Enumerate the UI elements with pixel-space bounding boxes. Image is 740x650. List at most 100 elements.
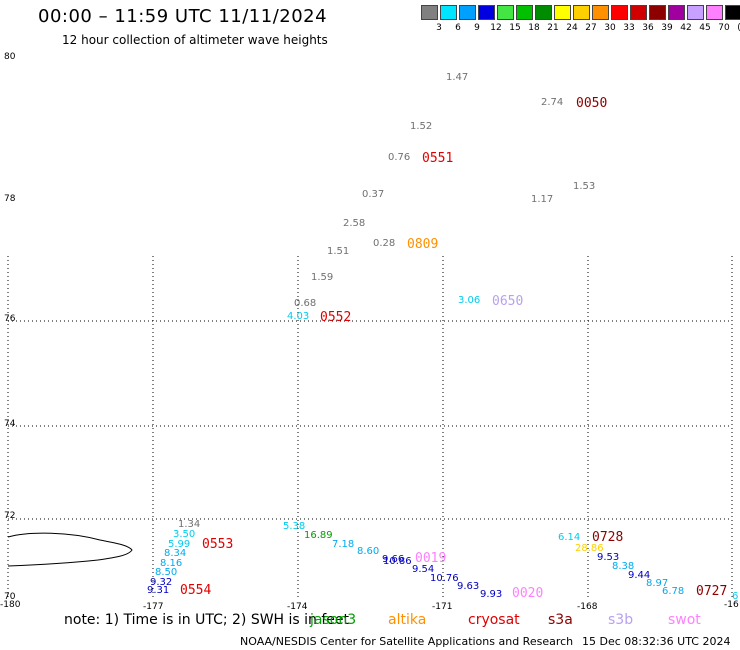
wave-height-value: 9.32 (150, 577, 173, 588)
longitude-label: -177 (143, 602, 164, 612)
pass-time-label: 0050 (576, 96, 608, 111)
legend-swatch (592, 5, 609, 20)
longitude-label: -174 (287, 602, 308, 612)
satellite-name: s3b (608, 612, 634, 628)
generation-timestamp: 15 Dec 08:32:36 UTC 2024 (582, 635, 731, 648)
wave-height-value: 16.89 (304, 530, 333, 541)
wave-height-value: 8.16 (160, 558, 183, 569)
legend-swatch (725, 5, 740, 20)
latitude-label: 78 (4, 194, 16, 204)
legend-label: 33 (623, 23, 635, 33)
wave-height-value: 6.78 (662, 586, 685, 597)
wave-height-value: 3.50 (173, 529, 196, 540)
legend-swatch (421, 5, 438, 20)
wave-height-value: 9.93 (480, 589, 503, 600)
legend-swatch (535, 5, 552, 20)
satellite-name: swot (668, 612, 701, 628)
latitude-label: 80 (4, 52, 16, 62)
pass-time-label: 0019 (415, 551, 447, 566)
wave-height-value: 1.52 (410, 121, 433, 132)
wave-height-value: 28.86 (575, 543, 604, 554)
wave-height-value: 6.14 (558, 532, 581, 543)
legend-swatch (459, 5, 476, 20)
legend-swatch (497, 5, 514, 20)
legend-unit: (ft) (732, 23, 740, 33)
wave-height-value: 2.74 (541, 97, 564, 108)
legend-label: 42 (680, 23, 692, 33)
legend-label: 27 (585, 23, 597, 33)
satellite-name: s3a (548, 612, 573, 628)
legend-swatch (516, 5, 533, 20)
legend-swatch (478, 5, 495, 20)
legend-label: 45 (699, 23, 711, 33)
wave-height-value: 9.54 (412, 564, 435, 575)
legend-label: 30 (604, 23, 616, 33)
legend-swatch (649, 5, 666, 20)
footer-note: note: 1) Time is in UTC; 2) SWH is in fe… (64, 612, 350, 628)
wave-height-value: 1.17 (531, 194, 554, 205)
map-gridlines (7, 256, 733, 598)
wave-height-value: 7.18 (332, 539, 355, 550)
wave-height-value: 0.28 (373, 238, 396, 249)
wave-height-value: 5.99 (168, 539, 191, 550)
wave-height-value: 8.60 (357, 546, 380, 557)
wave-height-value: 0.76 (388, 152, 411, 163)
wrangel-island-coastline (7, 532, 133, 567)
legend-swatch (668, 5, 685, 20)
latitude-label: 74 (4, 419, 16, 429)
wave-height-value: 8.34 (164, 548, 187, 559)
wave-height-value: 6 (732, 591, 739, 602)
legend-swatch (630, 5, 647, 20)
pass-time-label: 0554 (180, 583, 212, 598)
pass-time-label: 0020 (512, 586, 544, 601)
pass-time-label: 0552 (320, 310, 352, 325)
wave-height-value: 9.44 (628, 570, 651, 581)
wave-height-value: 1.47 (446, 72, 469, 83)
wave-height-value: 1.53 (573, 181, 596, 192)
legend-label: 21 (547, 23, 559, 33)
satellite-name: cryosat (468, 612, 520, 628)
wave-height-value: 1.34 (178, 519, 201, 530)
wave-height-value: 10.76 (430, 573, 459, 584)
longitude-label: -168 (577, 602, 598, 612)
longitude-label: -16 (724, 600, 739, 610)
legend-swatch (611, 5, 628, 20)
map-title: 00:00 – 11:59 UTC 11/11/2024 (38, 6, 328, 27)
latitude-label: 70 (4, 592, 16, 602)
wave-height-value: 9.31 (147, 585, 170, 596)
legend-label: 39 (661, 23, 673, 33)
wave-height-value: 2.58 (343, 218, 366, 229)
wave-height-value: 9.53 (597, 552, 620, 563)
wave-height-value: 0.68 (294, 298, 317, 309)
pass-time-label: 0650 (492, 294, 524, 309)
longitude-label: -171 (432, 602, 453, 612)
legend-label: 70 (718, 23, 730, 33)
satellite-name: jason3 (310, 612, 357, 628)
wave-height-value: 1.59 (311, 272, 334, 283)
latitude-label: 72 (4, 511, 16, 521)
legend-swatch (440, 5, 457, 20)
pass-time-label: 0809 (407, 237, 439, 252)
wave-height-value: 8.50 (155, 567, 178, 578)
legend-label: 18 (528, 23, 540, 33)
wave-height-value: 0.37 (362, 189, 385, 200)
legend-label: 3 (436, 23, 442, 33)
longitude-label: -180 (0, 600, 21, 610)
legend-swatch (706, 5, 723, 20)
legend-swatch (687, 5, 704, 20)
legend-label: 6 (455, 23, 461, 33)
legend-label: 9 (474, 23, 480, 33)
wave-height-value: 9.66 (382, 554, 405, 565)
pass-time-label: 0728 (592, 530, 624, 545)
map-subtitle: 12 hour collection of altimeter wave hei… (62, 33, 328, 47)
legend-label: 24 (566, 23, 578, 33)
wave-height-value: 9.63 (457, 581, 480, 592)
wave-height-value: 5.38 (283, 521, 306, 532)
legend-swatch (554, 5, 571, 20)
wave-height-value: 4.03 (287, 311, 310, 322)
latitude-label: 76 (4, 314, 16, 324)
wave-height-value: 8.97 (646, 578, 669, 589)
legend-label: 12 (490, 23, 502, 33)
legend-label: 15 (509, 23, 521, 33)
